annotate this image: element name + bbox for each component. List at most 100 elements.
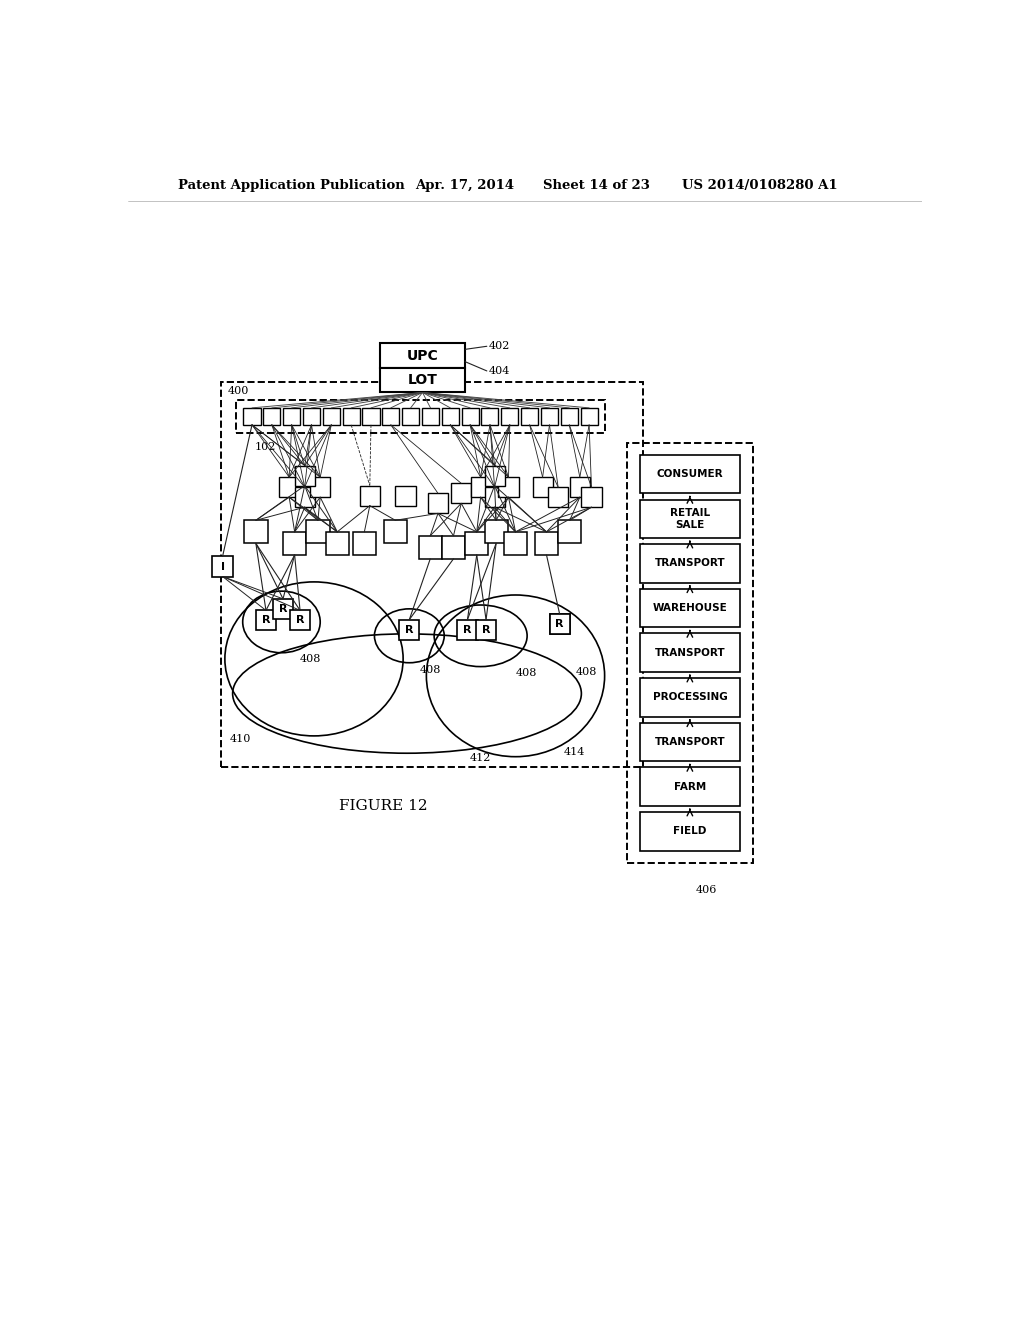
Bar [280, 478, 299, 498]
Bar [256, 610, 276, 631]
Bar [561, 408, 578, 425]
Bar [532, 478, 553, 498]
Bar [295, 466, 314, 486]
Text: 408: 408 [575, 667, 597, 677]
Bar [273, 599, 293, 619]
Bar [380, 368, 465, 392]
Text: R: R [262, 615, 270, 626]
Bar [558, 520, 582, 544]
Bar [484, 487, 505, 507]
Bar [541, 408, 558, 425]
Text: 402: 402 [488, 342, 510, 351]
Bar [484, 520, 508, 544]
Text: TRANSPORT: TRANSPORT [654, 648, 725, 657]
Text: 410: 410 [229, 734, 251, 744]
Bar [462, 408, 478, 425]
Bar [640, 455, 740, 494]
Text: 408: 408 [420, 665, 441, 675]
Bar [484, 466, 505, 486]
Bar [422, 408, 439, 425]
Bar [290, 610, 310, 631]
Bar [640, 499, 740, 539]
Bar [441, 408, 459, 425]
Text: TRANSPORT: TRANSPORT [654, 737, 725, 747]
Bar [212, 557, 232, 577]
Bar [303, 408, 321, 425]
Text: US 2014/0108280 A1: US 2014/0108280 A1 [682, 178, 838, 191]
Bar [640, 678, 740, 717]
Text: FIELD: FIELD [673, 826, 707, 837]
Text: TRANSPORT: TRANSPORT [654, 558, 725, 569]
Bar [442, 536, 465, 558]
Text: 102: 102 [255, 442, 276, 451]
Text: LOT: LOT [408, 374, 437, 387]
Text: RETAIL
SALE: RETAIL SALE [670, 508, 710, 529]
Text: 406: 406 [696, 884, 718, 895]
Text: 404: 404 [488, 366, 510, 376]
Bar [465, 532, 488, 554]
Bar [306, 520, 330, 544]
Bar [283, 532, 306, 554]
Bar [581, 408, 598, 425]
Bar [452, 483, 471, 503]
Text: FARM: FARM [674, 781, 706, 792]
Bar [550, 614, 569, 635]
Bar [640, 812, 740, 850]
Bar [499, 478, 518, 498]
Bar [428, 494, 449, 513]
Bar [362, 408, 380, 425]
Text: 408: 408 [515, 668, 537, 678]
Bar [419, 536, 442, 558]
Bar [245, 520, 267, 544]
Bar [640, 634, 740, 672]
Bar [458, 619, 477, 640]
Text: R: R [279, 603, 288, 614]
Bar [481, 408, 499, 425]
Bar [504, 532, 527, 554]
Bar [399, 619, 420, 640]
Bar [343, 408, 359, 425]
Bar [236, 400, 605, 433]
Bar [535, 532, 558, 554]
Bar [502, 408, 518, 425]
Bar [521, 408, 539, 425]
Bar [395, 486, 416, 506]
Bar [640, 767, 740, 807]
Text: R: R [296, 615, 304, 626]
Text: R: R [463, 624, 472, 635]
Bar [627, 442, 753, 863]
Text: UPC: UPC [407, 348, 438, 363]
Text: PROCESSING: PROCESSING [652, 693, 727, 702]
Text: R: R [406, 624, 414, 635]
Bar [640, 544, 740, 582]
Text: FIGURE 12: FIGURE 12 [339, 799, 428, 813]
Bar [582, 487, 601, 507]
Bar [382, 408, 399, 425]
Bar [221, 381, 643, 767]
Bar [326, 532, 349, 554]
Bar [384, 520, 407, 544]
Bar [640, 589, 740, 627]
Bar [550, 614, 569, 635]
Text: Sheet 14 of 23: Sheet 14 of 23 [543, 178, 649, 191]
Text: R: R [555, 619, 564, 630]
Bar [263, 408, 281, 425]
Bar [310, 478, 331, 498]
Bar [471, 478, 490, 498]
Bar [380, 343, 465, 368]
Bar [402, 408, 419, 425]
Bar [352, 532, 376, 554]
Text: Apr. 17, 2014: Apr. 17, 2014 [415, 178, 514, 191]
Bar [640, 723, 740, 762]
Text: R: R [482, 624, 490, 635]
Text: CONSUMER: CONSUMER [656, 469, 723, 479]
Bar [548, 487, 568, 507]
Bar [284, 408, 300, 425]
Text: I: I [220, 561, 224, 572]
Bar [295, 487, 314, 507]
Bar [359, 486, 380, 506]
Text: 412: 412 [470, 752, 492, 763]
Text: Patent Application Publication: Patent Application Publication [178, 178, 406, 191]
Bar [323, 408, 340, 425]
Bar [569, 478, 590, 498]
